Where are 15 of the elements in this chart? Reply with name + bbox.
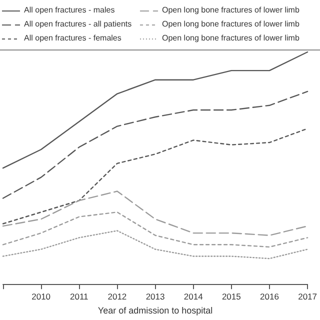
legend-label: Open long bone fractures of lower limb [162,20,300,28]
legend-label: All open fractures - males [24,6,115,14]
legend-label: All open fractures - all patients [24,20,132,28]
x-axis-title: Year of admission to hospital [98,306,213,316]
x-tick-label: 2012 [108,292,127,302]
x-tick-label: 2011 [70,292,89,302]
legend-label: Open long bone fractures of lower limb [162,6,300,14]
legend-label: Open long bone fractures of lower limb [162,34,300,42]
x-tick-label: 2013 [146,292,165,302]
x-tick-label: 2017 [298,292,318,302]
x-tick-label: 2015 [222,292,242,302]
x-tick-label: 2010 [32,292,51,302]
x-tick-label: 2014 [184,292,204,302]
legend-label: All open fractures - females [24,34,122,42]
x-tick-label: 2016 [260,292,280,302]
